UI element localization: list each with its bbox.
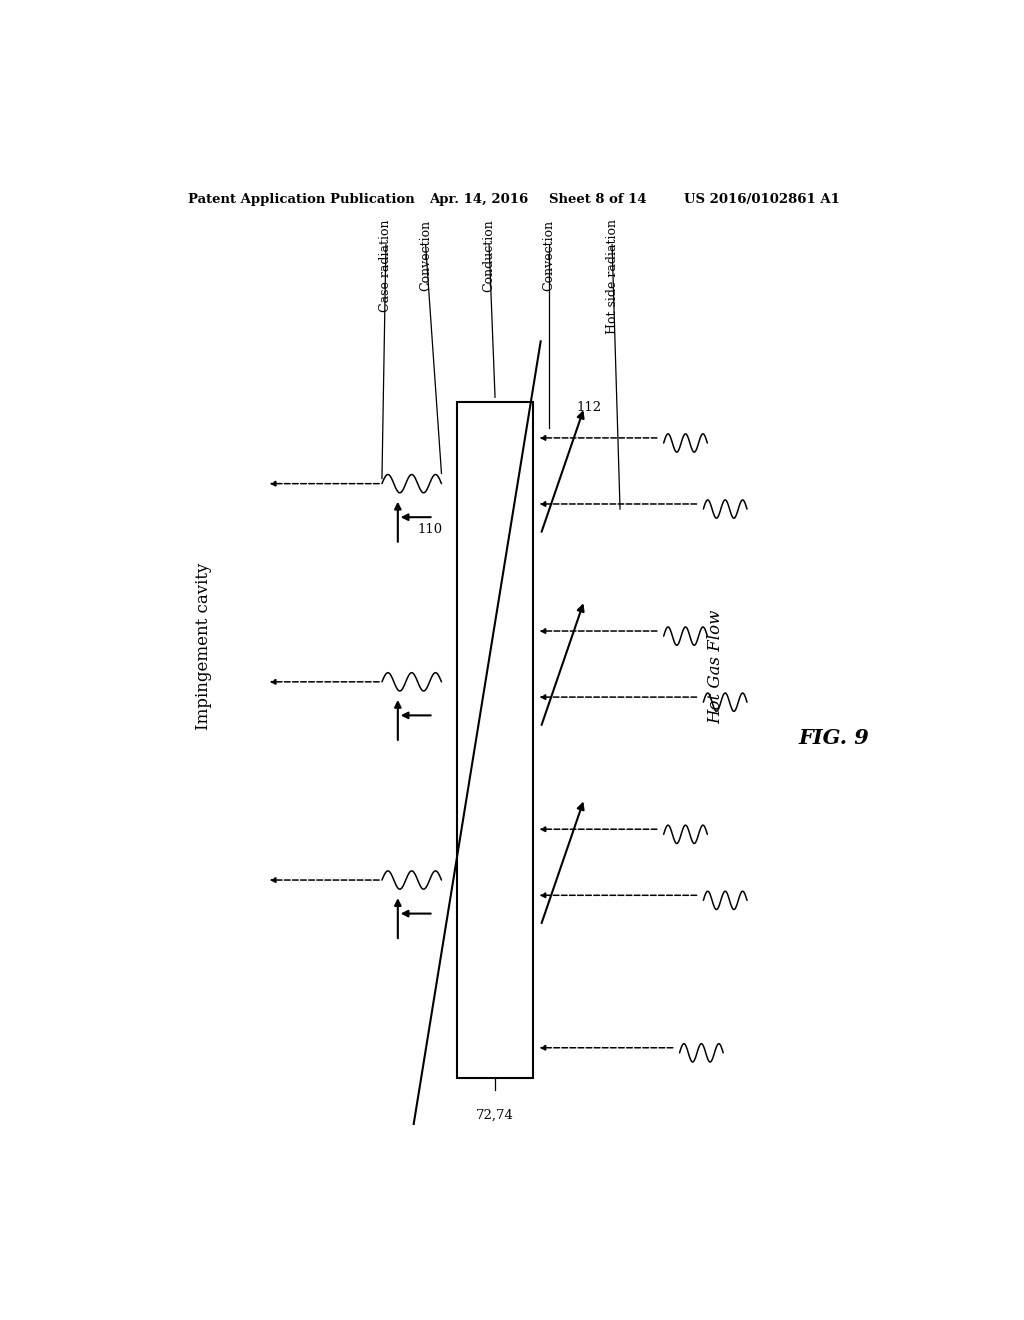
Text: Hot Gas Flow: Hot Gas Flow [707, 610, 724, 723]
Text: 112: 112 [577, 401, 601, 414]
Text: US 2016/0102861 A1: US 2016/0102861 A1 [684, 193, 840, 206]
Text: Sheet 8 of 14: Sheet 8 of 14 [549, 193, 646, 206]
Text: 72,74: 72,74 [476, 1109, 514, 1122]
Text: Impingement cavity: Impingement cavity [195, 562, 212, 730]
Bar [458, 403, 532, 1078]
Text: Case radiation: Case radiation [380, 219, 392, 312]
Text: Patent Application Publication: Patent Application Publication [187, 193, 415, 206]
Text: Convection: Convection [542, 219, 555, 290]
Text: Hot side radiation: Hot side radiation [605, 219, 618, 334]
Text: FIG. 9: FIG. 9 [799, 727, 869, 747]
Text: 110: 110 [418, 523, 442, 536]
Text: Apr. 14, 2016: Apr. 14, 2016 [430, 193, 528, 206]
Text: Conduction: Conduction [482, 219, 496, 292]
Text: Convection: Convection [419, 219, 432, 290]
